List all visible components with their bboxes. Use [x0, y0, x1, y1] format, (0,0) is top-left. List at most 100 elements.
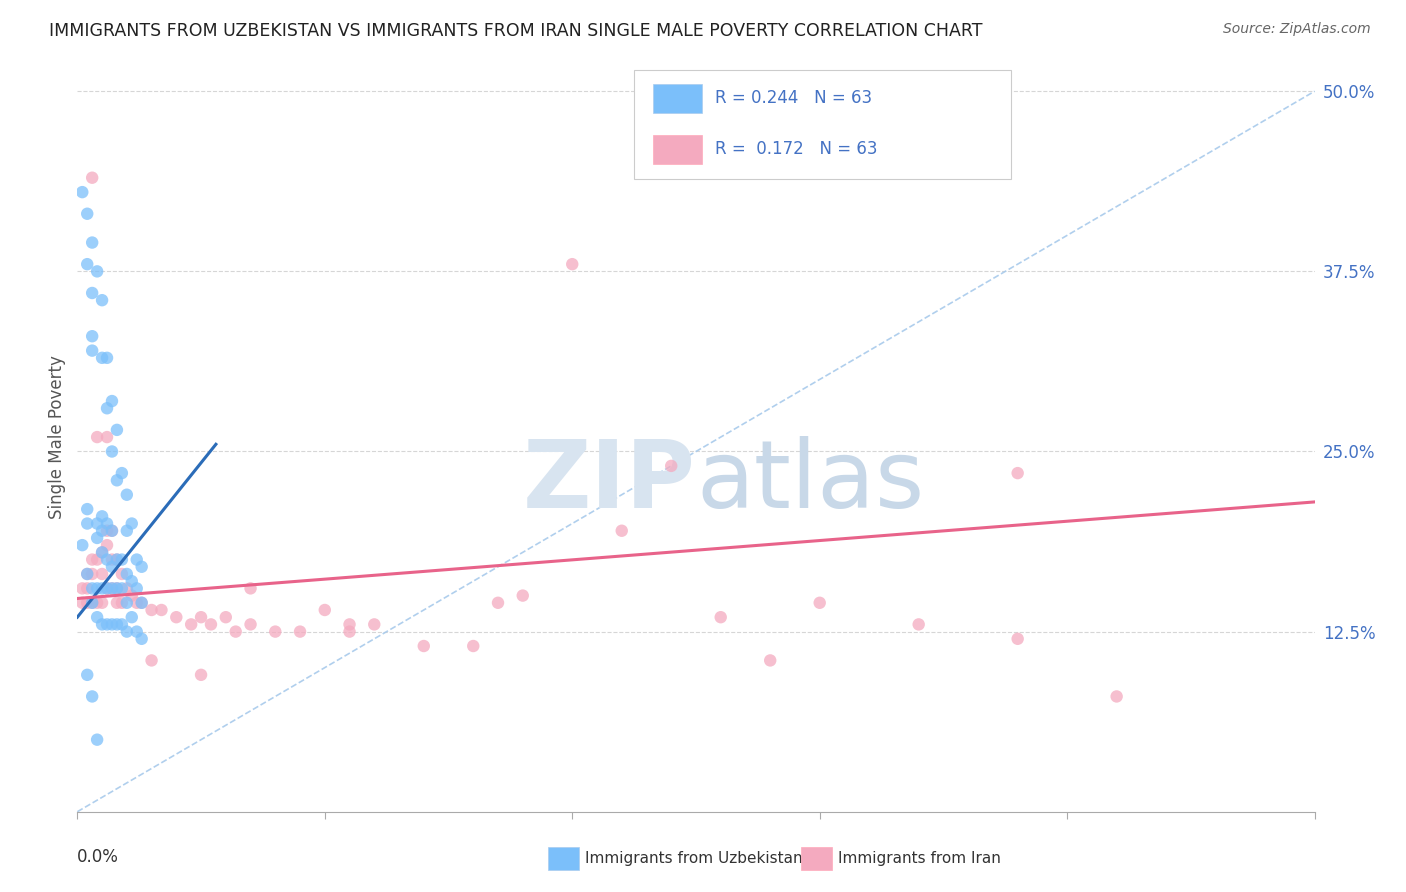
Point	[72, 538, 94, 552]
Point	[96, 351, 118, 365]
Point	[225, 624, 247, 639]
Point	[111, 552, 134, 566]
Point	[125, 624, 148, 639]
Point	[96, 582, 118, 596]
Point	[105, 617, 128, 632]
Point	[115, 624, 138, 639]
Point	[105, 582, 128, 596]
Point	[76, 566, 98, 581]
Point	[91, 545, 114, 559]
Point	[105, 552, 128, 566]
Point	[121, 610, 143, 624]
Point	[190, 668, 212, 682]
Point	[96, 538, 118, 552]
Point	[190, 610, 212, 624]
Point	[86, 596, 108, 610]
Point	[105, 582, 128, 596]
Point	[101, 552, 124, 566]
Point	[76, 668, 98, 682]
Point	[101, 524, 124, 538]
Point	[96, 401, 118, 416]
Point	[125, 596, 148, 610]
Point	[105, 473, 128, 487]
Point	[86, 531, 108, 545]
Point	[111, 596, 134, 610]
Point	[111, 582, 134, 596]
Point	[486, 596, 509, 610]
Point	[96, 516, 118, 531]
Point	[710, 610, 733, 624]
Point	[86, 610, 108, 624]
Point	[1105, 690, 1128, 704]
Point	[86, 430, 108, 444]
Point	[72, 185, 94, 199]
Point	[808, 596, 831, 610]
Point	[180, 617, 202, 632]
Point	[82, 343, 104, 358]
Point	[86, 264, 108, 278]
Point	[463, 639, 485, 653]
Point	[115, 582, 138, 596]
Point	[105, 552, 128, 566]
Text: atlas: atlas	[696, 436, 924, 528]
Point	[72, 596, 94, 610]
Point	[131, 559, 153, 574]
Point	[91, 566, 114, 581]
Point	[82, 596, 104, 610]
Point	[76, 596, 98, 610]
Point	[131, 596, 153, 610]
FancyBboxPatch shape	[652, 135, 702, 163]
Point	[96, 430, 118, 444]
Point	[91, 582, 114, 596]
Point	[86, 552, 108, 566]
Point	[76, 582, 98, 596]
Point	[115, 596, 138, 610]
Point	[91, 596, 114, 610]
Point	[239, 582, 262, 596]
Point	[239, 617, 262, 632]
Point	[91, 617, 114, 632]
Point	[82, 596, 104, 610]
Point	[72, 582, 94, 596]
Point	[363, 617, 385, 632]
Point	[82, 170, 104, 185]
Text: IMMIGRANTS FROM UZBEKISTAN VS IMMIGRANTS FROM IRAN SINGLE MALE POVERTY CORRELATI: IMMIGRANTS FROM UZBEKISTAN VS IMMIGRANTS…	[49, 22, 983, 40]
Point	[288, 624, 311, 639]
Point	[264, 624, 287, 639]
Point	[412, 639, 434, 653]
Point	[91, 545, 114, 559]
Point	[91, 293, 114, 308]
Point	[96, 524, 118, 538]
Point	[1007, 632, 1029, 646]
Point	[101, 559, 124, 574]
Point	[141, 603, 163, 617]
Point	[111, 566, 134, 581]
Point	[96, 617, 118, 632]
Point	[314, 603, 336, 617]
Point	[82, 690, 104, 704]
Text: Source: ZipAtlas.com: Source: ZipAtlas.com	[1223, 22, 1371, 37]
Point	[96, 582, 118, 596]
Point	[150, 603, 173, 617]
Point	[121, 516, 143, 531]
Point	[105, 596, 128, 610]
Point	[339, 624, 361, 639]
Point	[111, 466, 134, 480]
Point	[131, 632, 153, 646]
Point	[512, 589, 534, 603]
Point	[659, 458, 682, 473]
Point	[1007, 466, 1029, 480]
Point	[82, 235, 104, 250]
Point	[105, 423, 128, 437]
Text: R = 0.244   N = 63: R = 0.244 N = 63	[714, 89, 872, 107]
Point	[215, 610, 238, 624]
Point	[610, 524, 633, 538]
Point	[141, 653, 163, 667]
Point	[82, 566, 104, 581]
Point	[131, 596, 153, 610]
Point	[125, 552, 148, 566]
Point	[101, 394, 124, 409]
FancyBboxPatch shape	[634, 70, 1011, 178]
Point	[121, 574, 143, 589]
Point	[76, 502, 98, 516]
